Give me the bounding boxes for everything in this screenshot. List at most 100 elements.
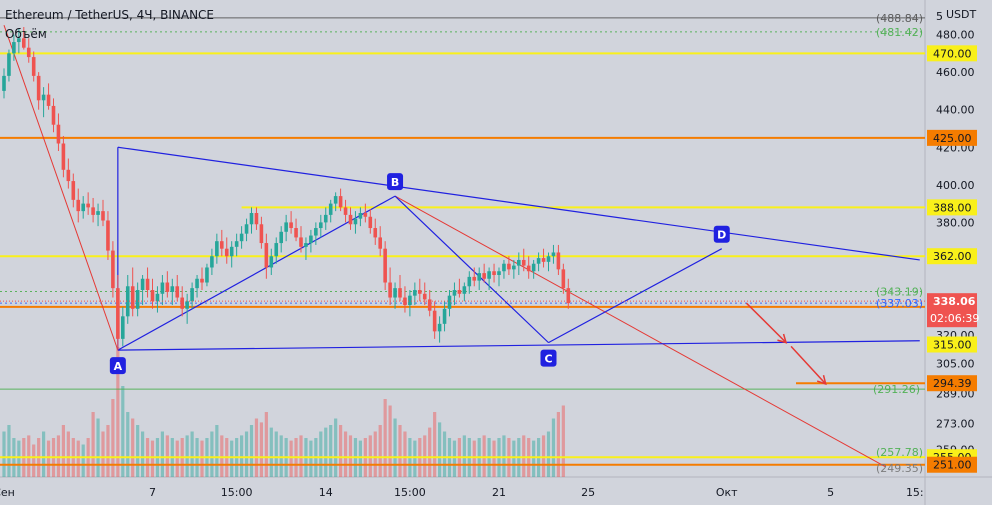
volume-bar <box>388 405 392 477</box>
volume-bar <box>398 425 402 477</box>
candle-body <box>413 290 417 296</box>
candle-body <box>2 75 6 91</box>
candle-body <box>234 241 239 247</box>
candle-body <box>190 288 194 302</box>
candle-body <box>140 278 145 291</box>
symbol-title[interactable]: Ethereum / TetherUS, 4Ч, BINANCE <box>5 8 215 22</box>
volume-bar <box>249 425 254 477</box>
candle-body <box>274 243 279 257</box>
candle-body <box>135 290 140 309</box>
forecast-arrow <box>745 302 787 344</box>
volume-bar <box>160 431 164 477</box>
candle-body <box>314 228 318 236</box>
candle-body <box>210 256 214 268</box>
volume-bar <box>274 431 278 477</box>
candle-body <box>388 282 392 298</box>
candle-body <box>76 199 81 212</box>
candle-body <box>150 290 155 302</box>
volume-bar <box>126 412 130 477</box>
level-badge-label: 470.00 <box>933 47 972 60</box>
candle-body <box>91 207 95 215</box>
time-tick-label: 7 <box>149 486 156 499</box>
level-badge-label: 362.00 <box>933 250 972 263</box>
candle-body <box>343 207 348 215</box>
volume-bar <box>46 440 51 477</box>
candle-body <box>393 288 397 298</box>
volume-bar <box>111 399 115 477</box>
volume-bar <box>269 427 273 477</box>
time-tick-label: 21 <box>492 486 506 499</box>
forecast-arrow <box>790 345 827 385</box>
level-badge-label: 294.39 <box>933 377 972 390</box>
pattern-point-c <box>540 349 557 367</box>
volume-bar <box>339 425 343 477</box>
candle-body <box>31 57 36 76</box>
candle-body <box>551 252 556 257</box>
time-tick-label: 15:00 <box>394 486 426 499</box>
level-badge <box>927 199 977 216</box>
volume-bar <box>131 418 135 477</box>
time-tick-label: 25 <box>581 486 595 499</box>
candle-body <box>408 295 412 306</box>
pattern-label-b: B <box>391 176 399 189</box>
price-tick-label: 5 <box>936 10 943 23</box>
volume-bar <box>279 435 283 477</box>
price-tick-label: 440.00 <box>936 104 975 117</box>
candle-body <box>477 273 481 281</box>
candle-body <box>269 256 274 268</box>
candle-body <box>81 203 85 212</box>
volume-bar <box>2 431 6 477</box>
candle-body <box>7 53 11 76</box>
volume-bar <box>452 440 457 477</box>
candle-body <box>319 222 323 229</box>
volume-bar <box>76 440 80 477</box>
red-trend-line <box>3 24 119 351</box>
red-trend-line <box>394 195 886 468</box>
abcd-leg <box>548 248 723 344</box>
candle-body <box>12 42 16 54</box>
candle-body <box>195 278 199 289</box>
volume-bar <box>254 418 259 477</box>
pattern-point-d <box>713 225 730 243</box>
level-badge-label: 315.00 <box>933 339 972 352</box>
volume-bar <box>324 427 328 477</box>
volume-bar <box>56 435 61 477</box>
candle-body <box>130 286 135 309</box>
candle-body <box>368 216 373 229</box>
time-tick-label: Сен <box>0 486 15 499</box>
candle-body <box>101 211 105 221</box>
candle-body <box>348 214 353 225</box>
volume-bar <box>393 418 397 477</box>
candle-body <box>507 263 511 270</box>
volume-bar <box>210 431 214 477</box>
candle-body <box>383 248 387 283</box>
candle-body <box>536 258 541 264</box>
pattern-label-a: A <box>114 360 123 373</box>
volume-bar <box>175 440 179 477</box>
candle-body <box>338 196 343 208</box>
volume-bar <box>17 440 21 477</box>
level-badge-label: 251.00 <box>933 459 972 472</box>
candle-body <box>239 233 244 242</box>
level-badge-label: 425.00 <box>933 132 972 145</box>
candle-body <box>284 222 288 232</box>
candle-body <box>229 246 234 257</box>
candle-body <box>427 299 432 311</box>
volume-bar <box>27 435 31 477</box>
level-badge-label: 388.00 <box>933 201 972 214</box>
candle-body <box>333 196 338 204</box>
level-value-label: (481.42) <box>876 26 923 39</box>
volume-bar <box>101 431 105 477</box>
candle-body <box>398 288 402 298</box>
candle-body <box>462 286 467 294</box>
candle-body <box>422 293 427 300</box>
volume-bar <box>438 422 442 477</box>
volume-bar <box>42 431 46 477</box>
candle-body <box>289 222 293 229</box>
volume-bar <box>185 435 189 477</box>
volume-bar <box>244 431 249 477</box>
level-badge <box>927 456 977 473</box>
candle-body <box>517 259 521 266</box>
